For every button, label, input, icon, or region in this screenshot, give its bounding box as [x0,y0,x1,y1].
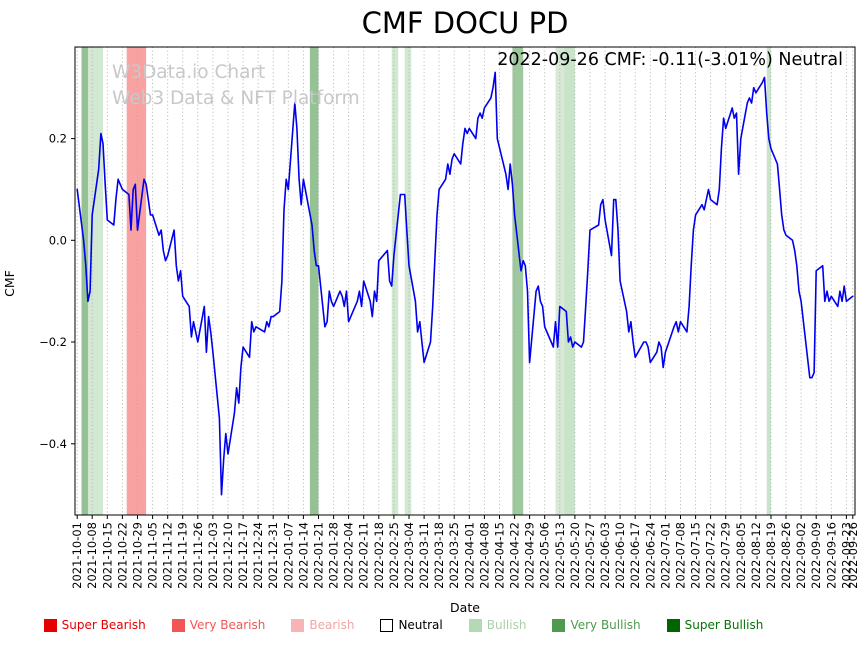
x-tick-label: 2022-09-02 [794,522,808,589]
x-tick-label: 2021-11-26 [191,522,205,589]
chart-title: CMF DOCU PD [361,6,569,40]
sentiment-band-bullish [766,47,771,515]
x-tick-label: 2022-05-20 [568,522,582,589]
x-tick-label: 2021-12-10 [221,522,235,589]
x-tick-label: 2022-08-26 [779,522,793,589]
legend-label: Super Bearish [61,618,146,632]
x-tick-label: 2022-09-23 [839,522,853,589]
x-tick-label: 2022-07-01 [658,522,672,589]
y-tick-label: −0.4 [39,437,67,451]
x-tick-label: 2022-05-06 [538,522,552,589]
legend: Super Bearish Very Bearish Bearish Neutral B… [0,618,807,632]
x-tick-label: 2022-06-03 [598,522,612,589]
x-tick-label: 2022-07-22 [704,522,718,589]
x-tick-label: 2021-10-29 [131,522,145,589]
x-tick-label: 2022-05-13 [553,522,567,589]
sentiment-band-very-bearish [126,47,147,515]
x-tick-label: 2021-10-08 [85,522,99,589]
x-tick-label: 2022-04-01 [462,522,476,589]
x-tick-label: 2022-01-21 [312,522,326,589]
legend-label: Very Bullish [570,618,641,632]
cmf-series-line [76,71,854,496]
x-tick-label: 2021-11-05 [146,522,160,589]
x-tick-label: 2022-08-05 [734,522,748,589]
legend-swatch [291,618,305,632]
sentiment-band-bullish [404,47,412,515]
latest-value-annotation: 2022-09-26 CMF: -0.11(-3.01%) Neutral [497,50,843,70]
x-tick-label: 2022-02-11 [357,522,371,589]
legend-item-bearish: Bearish [291,618,354,632]
y-axis-label: CMF [1,270,17,297]
legend-swatch [552,618,566,632]
y-tick-label: −0.2 [39,335,67,349]
legend-label: Bearish [309,618,355,632]
x-tick-label: 2021-11-19 [176,522,190,589]
x-tick-label: 2022-08-12 [749,522,763,589]
x-tick-label: 2022-04-08 [477,522,491,589]
x-axis-label: Date [450,600,480,615]
x-tick-label: 2021-10-22 [115,522,129,589]
x-tick-label: 2021-12-03 [206,522,220,589]
x-tick-label: 2022-03-04 [402,522,416,589]
x-tick-label: 2022-07-15 [689,522,703,589]
x-tick-label: 2022-04-22 [508,522,522,589]
legend-swatch [666,618,680,632]
x-tick-label: 2022-03-25 [447,522,461,589]
x-tick-label: 2022-01-28 [327,522,341,589]
sentiment-band-bullish [564,47,575,515]
legend-swatch [380,618,394,632]
x-tick-label: 2022-07-29 [719,522,733,589]
sentiment-band-very-bullish [512,47,524,515]
x-tick-label: 2022-09-26 [846,522,860,589]
x-tick-label: 2021-10-01 [70,522,84,589]
x-tick-label: 2022-08-19 [764,522,778,589]
x-tick-label: 2021-12-17 [236,522,250,589]
y-tick-label: 0.0 [49,233,67,247]
legend-item-super-bearish: Super Bearish [43,618,146,632]
x-tick-label: 2021-12-24 [251,522,265,589]
x-tick-label: 2022-09-16 [824,522,838,589]
x-tick-label: 2022-06-10 [613,522,627,589]
x-tick-label: 2022-07-08 [674,522,688,589]
legend-label: Very Bearish [189,618,266,632]
sentiment-band-very-bullish [309,47,319,515]
x-tick-label: 2022-06-24 [643,522,657,589]
plot-border [74,46,856,516]
legend-swatch [468,618,482,632]
x-tick-label: 2022-06-17 [628,522,642,589]
x-tick-label: 2022-02-04 [342,522,356,589]
watermark: W3Data.io Chart Web3 Data & NFT Platform [112,60,360,112]
x-tick-label: 2022-01-14 [296,522,310,589]
watermark-line2: Web3 Data & NFT Platform [112,88,360,109]
legend-label: Bullish [486,618,527,632]
legend-label: Neutral [398,618,443,632]
x-tick-label: 2022-02-25 [387,522,401,589]
x-tick-label: 2022-09-09 [809,522,823,589]
legend-item-very-bearish: Very Bearish [171,618,266,632]
legend-label: Super Bullish [684,618,764,632]
x-tick-label: 2022-02-18 [372,522,386,589]
x-tick-label: 2021-12-31 [266,522,280,589]
legend-swatch [43,618,57,632]
legend-swatch [171,618,185,632]
x-tick-label: 2022-04-29 [523,522,537,589]
legend-item-bullish: Bullish [468,618,527,632]
x-tick-label: 2021-10-15 [100,522,114,589]
x-tick-label: 2022-05-27 [583,522,597,589]
sentiment-band-very-bullish [81,47,88,515]
x-tick-label: 2022-03-18 [432,522,446,589]
legend-item-very-bullish: Very Bullish [552,618,641,632]
x-tick-label: 2022-01-07 [281,522,295,589]
x-tick-label: 2022-03-11 [417,522,431,589]
legend-item-neutral: Neutral [380,618,443,632]
x-tick-label: 2021-11-12 [161,522,175,589]
x-tick-label: 2022-04-15 [493,522,507,589]
y-tick-label: 0.2 [49,132,67,146]
legend-item-super-bullish: Super Bullish [666,618,764,632]
watermark-line1: W3Data.io Chart [112,62,266,83]
sentiment-band-bullish [391,47,399,515]
